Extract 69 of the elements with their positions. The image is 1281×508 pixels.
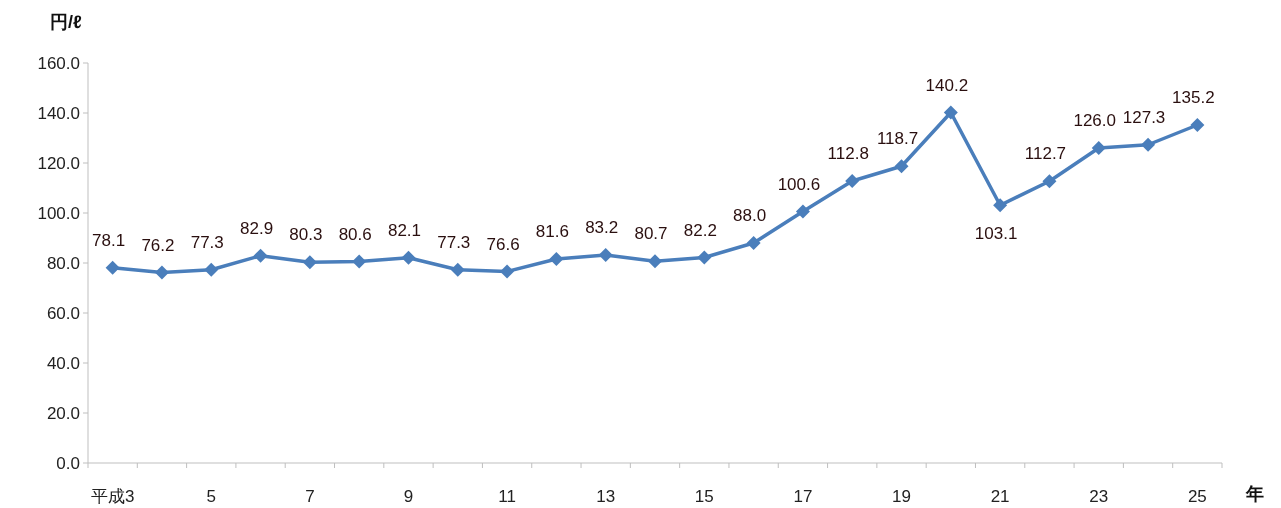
- y-tick-label: 60.0: [46, 304, 80, 323]
- point: [1190, 118, 1205, 132]
- data-label: 88.0: [733, 206, 767, 225]
- data-label: 82.1: [387, 220, 422, 240]
- data-label: 82.2: [683, 220, 717, 240]
- x-axis-title: 年: [1245, 484, 1264, 504]
- y-tick-label: 20.0: [46, 404, 80, 423]
- data-label: 126.0: [1073, 111, 1117, 130]
- data-label: 118.7: [876, 129, 919, 149]
- point: [845, 174, 860, 188]
- data-label: 83.2: [585, 218, 619, 237]
- data-label: 78.1: [92, 230, 126, 250]
- point: [894, 159, 909, 174]
- y-tick-label: 160.0: [37, 54, 80, 73]
- data-label: 100.6: [777, 174, 821, 194]
- x-tick-label: 15: [694, 487, 714, 506]
- x-tick-label: 19: [892, 487, 911, 506]
- x-tick-label: 11: [498, 487, 516, 506]
- point: [302, 255, 317, 270]
- data-label: 103.1: [974, 224, 1018, 244]
- point: [105, 260, 120, 275]
- data-label: 112.8: [827, 144, 869, 163]
- y-tick-label: 120.0: [37, 154, 80, 173]
- x-tick-label: 13: [596, 487, 616, 506]
- point: [648, 254, 662, 269]
- data-label: 80.3: [289, 225, 323, 245]
- point: [598, 248, 613, 262]
- point: [993, 198, 1008, 213]
- y-tick-label: 0.0: [56, 454, 80, 473]
- y-axis-title: 円/ℓ: [50, 12, 82, 32]
- data-label: 80.6: [338, 224, 372, 244]
- y-tick-label: 40.0: [46, 354, 80, 373]
- x-tick-label: 7: [305, 487, 315, 506]
- x-tick-label: 17: [793, 487, 813, 506]
- y-tick-label: 140.0: [37, 104, 80, 123]
- point: [352, 254, 367, 269]
- x-tick-label: 5: [206, 487, 216, 506]
- data-label: 77.3: [190, 232, 224, 252]
- data-label: 82.9: [240, 218, 274, 238]
- data-label: 76.2: [141, 235, 175, 255]
- point: [697, 250, 712, 265]
- x-tick-label: 平成3: [90, 487, 135, 506]
- point: [1091, 141, 1106, 155]
- x-tick-label: 25: [1187, 487, 1207, 506]
- point: [943, 105, 958, 120]
- data-label: 76.6: [486, 234, 520, 254]
- x-tick-label: 23: [1089, 487, 1109, 506]
- data-label: 112.7: [1024, 144, 1067, 164]
- point: [1141, 137, 1156, 152]
- point: [253, 248, 268, 263]
- point: [204, 262, 219, 277]
- y-tick-label: 100.0: [37, 204, 80, 223]
- data-label: 80.7: [634, 224, 668, 244]
- data-label: 77.3: [437, 232, 471, 252]
- data-label: 140.2: [925, 75, 969, 95]
- y-tick-label: 80.0: [46, 254, 80, 273]
- point: [795, 204, 810, 219]
- point: [1042, 174, 1057, 189]
- x-tick-label: 21: [990, 487, 1010, 506]
- point: [450, 262, 465, 277]
- point: [500, 264, 515, 279]
- point: [401, 250, 416, 265]
- point: [154, 265, 169, 280]
- data-label: 135.2: [1172, 88, 1215, 107]
- data-label: 81.6: [535, 222, 569, 241]
- data-label: 127.3: [1122, 107, 1166, 127]
- x-tick-label: 9: [403, 487, 414, 506]
- point: [746, 236, 761, 250]
- point: [549, 252, 564, 266]
